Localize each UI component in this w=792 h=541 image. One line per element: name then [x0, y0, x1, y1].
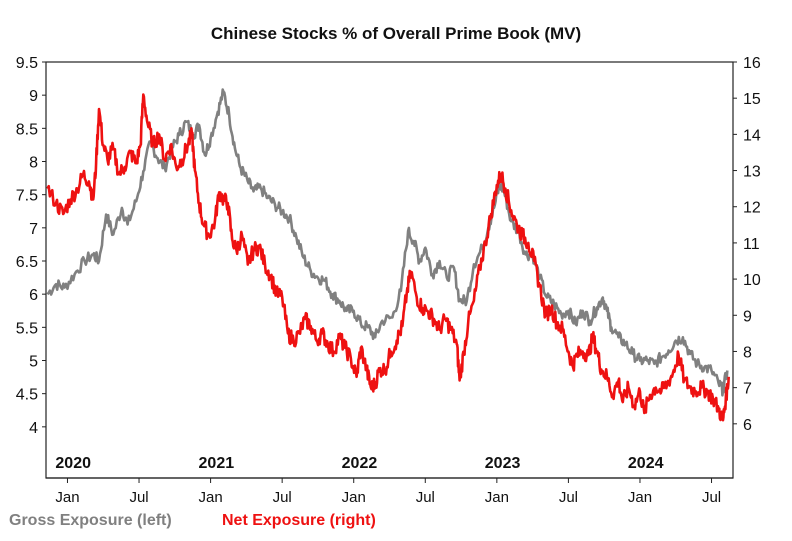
y-right-tick-label: 14	[743, 127, 761, 144]
legend-gross-exposure: Gross Exposure (left)	[9, 512, 172, 529]
legend-net-exposure: Net Exposure (right)	[222, 512, 376, 529]
x-month-tick-label: Jan	[628, 489, 652, 506]
y-left-tick-label: 7.5	[16, 188, 38, 205]
y-left-tick-label: 8.5	[16, 121, 38, 138]
x-year-label: 2022	[342, 455, 378, 472]
x-year-label: 2021	[199, 455, 235, 472]
y-right-tick-label: 12	[743, 200, 761, 217]
y-right-tick-label: 9	[743, 308, 752, 325]
y-left-tick-label: 7	[29, 221, 38, 238]
x-month-tick-label: Jul	[416, 489, 435, 506]
y-right-tick-label: 6	[743, 417, 752, 434]
x-year-label: 2020	[55, 455, 91, 472]
y-left-tick-label: 4.5	[16, 387, 38, 404]
y-left-tick-label: 5.5	[16, 320, 38, 337]
y-right-tick-label: 8	[743, 344, 752, 361]
y-right-tick-label: 10	[743, 272, 761, 289]
y-left-tick-label: 6.5	[16, 254, 38, 271]
y-left-tick-label: 8	[29, 155, 38, 172]
x-year-label: 2024	[628, 455, 664, 472]
y-left-tick-label: 9	[29, 88, 38, 105]
x-month-tick-label: Jul	[273, 489, 292, 506]
y-left-tick-label: 4	[29, 420, 38, 437]
x-month-tick-label: Jul	[559, 489, 578, 506]
x-month-tick-label: Jan	[342, 489, 366, 506]
x-year-label: 2023	[485, 455, 521, 472]
y-right-tick-label: 11	[743, 236, 760, 253]
x-month-tick-label: Jul	[702, 489, 721, 506]
y-right-tick-label: 13	[743, 164, 761, 181]
y-left-tick-label: 9.5	[16, 55, 38, 72]
y-left-tick-label: 5	[29, 354, 38, 371]
x-month-tick-label: Jan	[485, 489, 509, 506]
net-exposure-line	[46, 93, 730, 422]
y-right-tick-label: 7	[743, 381, 752, 398]
y-left-tick-label: 6	[29, 287, 38, 304]
chart-svg: 9.5 9 8.5 8 7.5 7 6.5 6 5.5 5 4.5 4 16 15 14 13 12 11 10 9 8…	[16, 55, 761, 506]
x-month-tick-label: Jul	[129, 489, 148, 506]
y-right-tick-label: 15	[743, 91, 761, 108]
x-month-tick-label: Jan	[199, 489, 223, 506]
x-month-tick-label: Jan	[55, 489, 79, 506]
chart-title: Chinese Stocks % of Overall Prime Book (…	[210, 24, 582, 43]
gross-exposure-line	[46, 88, 729, 397]
y-right-tick-label: 16	[743, 55, 761, 72]
